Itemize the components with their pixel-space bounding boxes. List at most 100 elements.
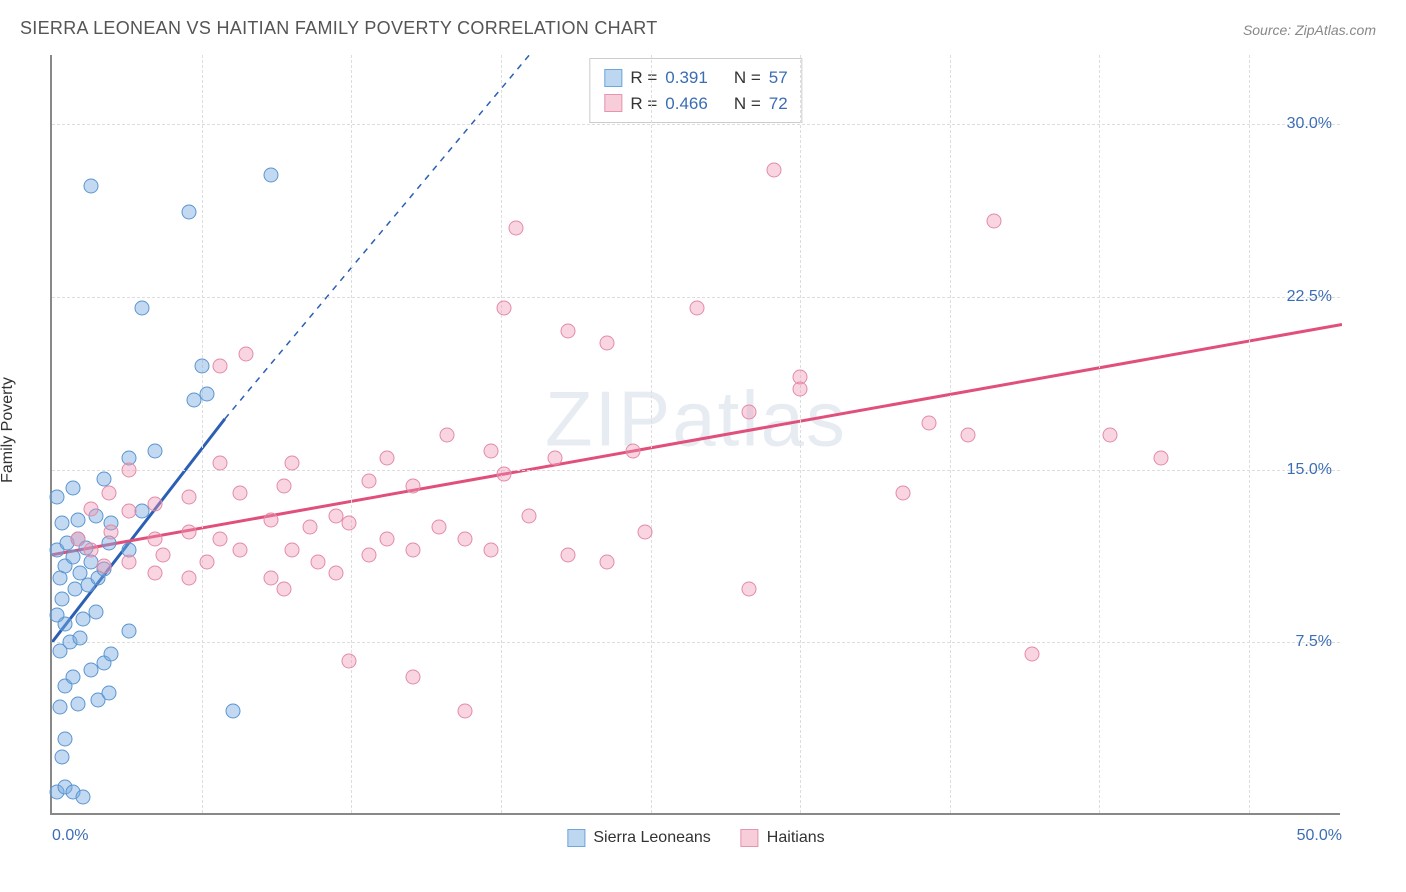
data-point bbox=[310, 554, 325, 569]
data-point bbox=[496, 467, 511, 482]
y-tick-label: 22.5% bbox=[1287, 288, 1332, 306]
data-point bbox=[380, 531, 395, 546]
data-point bbox=[341, 515, 356, 530]
gridline-vertical bbox=[950, 55, 951, 813]
data-point bbox=[638, 524, 653, 539]
data-point bbox=[439, 428, 454, 443]
data-point bbox=[181, 490, 196, 505]
data-point bbox=[122, 623, 137, 638]
data-point bbox=[70, 513, 85, 528]
data-point bbox=[406, 669, 421, 684]
data-point bbox=[341, 653, 356, 668]
x-tick-label: 50.0% bbox=[1297, 827, 1342, 845]
data-point bbox=[73, 630, 88, 645]
data-point bbox=[362, 547, 377, 562]
legend-series-item: Sierra Leoneans bbox=[567, 829, 710, 847]
data-point bbox=[83, 543, 98, 558]
data-point bbox=[457, 704, 472, 719]
data-point bbox=[96, 559, 111, 574]
data-point bbox=[483, 444, 498, 459]
data-point bbox=[741, 404, 756, 419]
data-point bbox=[181, 524, 196, 539]
data-point bbox=[264, 167, 279, 182]
gridline-vertical bbox=[202, 55, 203, 813]
data-point bbox=[70, 697, 85, 712]
data-point bbox=[625, 444, 640, 459]
data-point bbox=[233, 485, 248, 500]
data-point bbox=[741, 582, 756, 597]
gridline-horizontal bbox=[52, 297, 1340, 298]
legend-correlation-row: R =0.466N =72 bbox=[604, 91, 787, 117]
data-point bbox=[50, 607, 65, 622]
gridline-vertical bbox=[1249, 55, 1250, 813]
n-value: 57 bbox=[769, 65, 788, 91]
y-axis-label: Family Poverty bbox=[0, 377, 17, 483]
source-attribution: Source: ZipAtlas.com bbox=[1243, 22, 1376, 38]
legend-swatch bbox=[604, 94, 622, 112]
gridline-horizontal bbox=[52, 124, 1340, 125]
data-point bbox=[233, 543, 248, 558]
trend-lines bbox=[52, 55, 1342, 815]
data-point bbox=[83, 501, 98, 516]
data-point bbox=[65, 669, 80, 684]
data-point bbox=[509, 220, 524, 235]
data-point bbox=[50, 490, 65, 505]
data-point bbox=[406, 543, 421, 558]
data-point bbox=[181, 570, 196, 585]
data-point bbox=[960, 428, 975, 443]
x-tick-label: 0.0% bbox=[52, 827, 88, 845]
r-value: 0.391 bbox=[665, 65, 708, 91]
data-point bbox=[1102, 428, 1117, 443]
data-point bbox=[148, 566, 163, 581]
data-point bbox=[284, 543, 299, 558]
data-point bbox=[83, 179, 98, 194]
data-point bbox=[238, 347, 253, 362]
data-point bbox=[284, 455, 299, 470]
data-point bbox=[57, 732, 72, 747]
data-point bbox=[225, 704, 240, 719]
legend-swatch bbox=[567, 829, 585, 847]
chart-container: SIERRA LEONEAN VS HAITIAN FAMILY POVERTY… bbox=[0, 0, 1406, 892]
data-point bbox=[55, 515, 70, 530]
data-point bbox=[362, 474, 377, 489]
r-value: 0.466 bbox=[665, 91, 708, 117]
data-point bbox=[457, 531, 472, 546]
data-point bbox=[496, 301, 511, 316]
data-point bbox=[88, 605, 103, 620]
data-point bbox=[212, 531, 227, 546]
data-point bbox=[483, 543, 498, 558]
data-point bbox=[52, 699, 67, 714]
data-point bbox=[264, 513, 279, 528]
data-point bbox=[548, 451, 563, 466]
gridline-vertical bbox=[351, 55, 352, 813]
gridline-vertical bbox=[800, 55, 801, 813]
n-value: 72 bbox=[769, 91, 788, 117]
data-point bbox=[599, 335, 614, 350]
data-point bbox=[690, 301, 705, 316]
legend-series-label: Sierra Leoneans bbox=[593, 829, 710, 847]
data-point bbox=[148, 531, 163, 546]
gridline-horizontal bbox=[52, 642, 1340, 643]
legend-swatch bbox=[741, 829, 759, 847]
data-point bbox=[212, 455, 227, 470]
data-point bbox=[104, 646, 119, 661]
data-point bbox=[561, 324, 576, 339]
data-point bbox=[922, 416, 937, 431]
data-point bbox=[104, 524, 119, 539]
data-point bbox=[96, 471, 111, 486]
data-point bbox=[767, 163, 782, 178]
data-point bbox=[986, 213, 1001, 228]
n-label: N = bbox=[734, 91, 761, 117]
data-point bbox=[264, 570, 279, 585]
gridline-vertical bbox=[501, 55, 502, 813]
data-point bbox=[522, 508, 537, 523]
legend-series-label: Haitians bbox=[767, 829, 825, 847]
data-point bbox=[1025, 646, 1040, 661]
data-point bbox=[380, 451, 395, 466]
data-point bbox=[101, 685, 116, 700]
gridline-horizontal bbox=[52, 470, 1340, 471]
gridline-vertical bbox=[651, 55, 652, 813]
data-point bbox=[303, 520, 318, 535]
data-point bbox=[793, 370, 808, 385]
plot-area: ZIPatlas R =0.391N =57R =0.466N =72 Sier… bbox=[50, 55, 1340, 815]
